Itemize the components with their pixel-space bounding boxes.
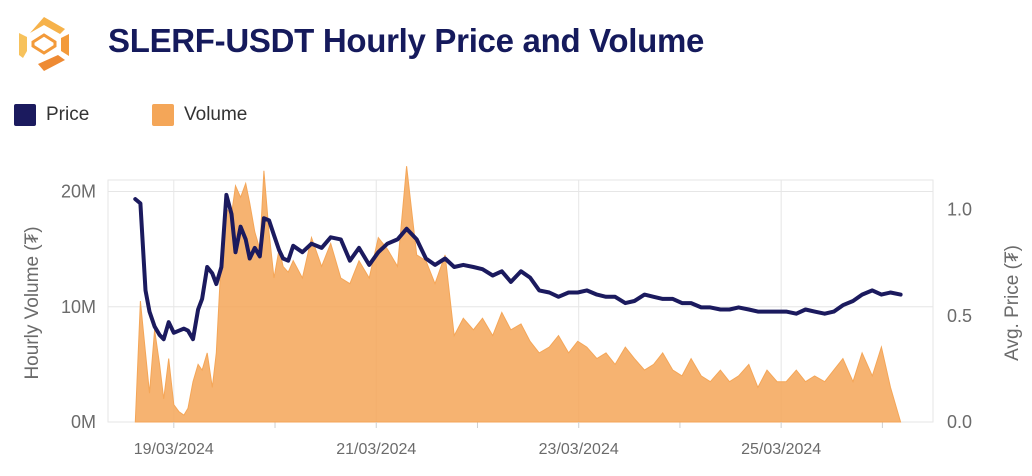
y-axis-left-title: Hourly Volume (₮) — [22, 226, 43, 379]
chart-header: SLERF-USDT Hourly Price and Volume — [12, 12, 1012, 76]
y-right-tick-label: 1.0 — [947, 200, 972, 220]
chart-legend: Price Volume — [14, 100, 414, 130]
volume-series-area — [134, 166, 902, 423]
x-tick-label: 25/03/2024 — [741, 441, 821, 458]
legend-swatch-price — [14, 104, 36, 126]
y-left-tick-label: 10M — [61, 297, 96, 317]
y-left-tick-label: 20M — [61, 182, 96, 202]
x-tick-label: 21/03/2024 — [336, 441, 416, 458]
x-axis: 19/03/2024 21/03/2024 23/03/2024 25/03/2024 — [134, 422, 821, 458]
price-volume-chart: 19/03/2024 21/03/2024 23/03/2024 25/03/2024… — [22, 166, 1023, 458]
brand-logo-icon — [19, 17, 69, 71]
y-axis-left: 0M 10M 20M — [61, 182, 96, 432]
y-axis-right: 0.0 0.5 1.0 — [947, 200, 972, 432]
y-left-tick-label: 0M — [71, 412, 96, 432]
price-series-line — [133, 192, 903, 342]
legend-swatch-volume — [152, 104, 174, 126]
chart-title: SLERF-USDT Hourly Price and Volume — [108, 22, 705, 59]
y-right-tick-label: 0.0 — [947, 412, 972, 432]
legend-item-volume[interactable]: Volume — [152, 100, 247, 130]
y-axis-right-title: Avg. Price (₮) — [1002, 245, 1023, 361]
x-tick-label: 23/03/2024 — [539, 441, 619, 458]
legend-label-price: Price — [46, 104, 90, 125]
y-right-tick-label: 0.5 — [947, 306, 972, 326]
legend-label-volume: Volume — [184, 104, 248, 125]
x-tick-label: 19/03/2024 — [134, 441, 214, 458]
legend-item-price[interactable]: Price — [14, 100, 89, 130]
